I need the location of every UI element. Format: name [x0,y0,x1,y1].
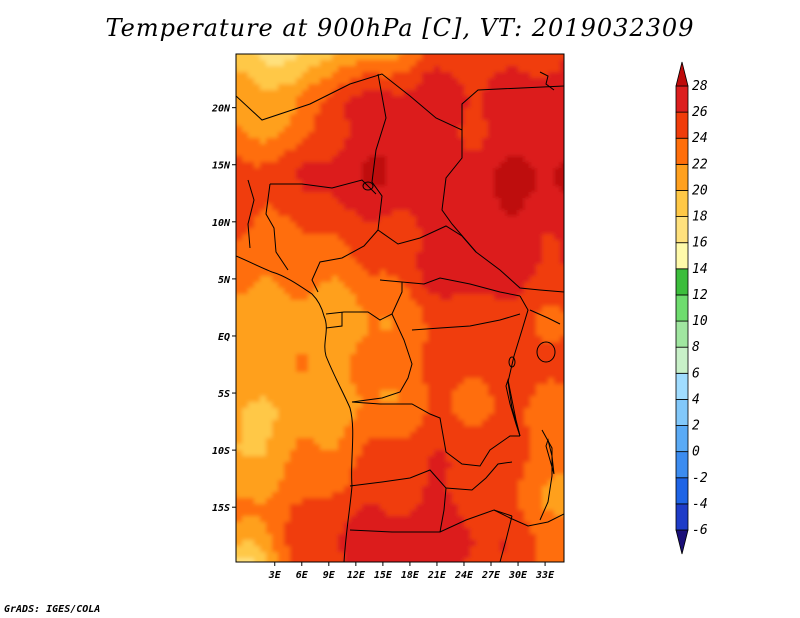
border-line [247,179,255,249]
lon-tick-label: 3E [268,570,282,581]
lake-chad [362,181,374,191]
lake-kivu [508,356,516,368]
colorbar-label: 28 [692,79,708,94]
lon-tick-label: 9E [323,570,336,581]
border-line [411,313,521,331]
colorbar-label: -4 [692,497,708,512]
map-frame [235,53,565,563]
border-line [311,229,379,293]
colorbar-label: 22 [692,157,708,172]
colorbar-segment [675,137,689,165]
lat-tick-label: EQ [218,332,230,343]
border-line [445,461,513,491]
lat-tick-label: 15N [212,161,231,172]
border-line [351,401,520,467]
colorbar-label: 16 [692,236,708,251]
colorbar-segment [675,268,689,296]
colorbar-label: 24 [692,131,708,146]
colorbar-label: 4 [692,392,700,407]
lon-tick-label: 21E [427,570,447,581]
latitude-axis: 20N 15N 10N 5N EQ 5S 10S 15S [211,104,236,514]
border-line [499,515,513,562]
lon-tick-label: 18E [401,570,420,581]
colorbar-label: 6 [692,366,700,381]
lake-victoria [536,341,556,363]
colorbar-segment [675,85,689,113]
border-line [377,225,477,253]
colorbar-label: -2 [692,471,708,486]
colorbar-segment [675,216,689,244]
lat-tick-label: 20N [211,104,231,115]
border-line [270,179,377,195]
lon-tick-label: 30E [508,570,528,581]
grads-credit: GrADS: IGES/COLA [4,604,101,615]
lon-tick-label: 33E [535,570,555,581]
colorbar-segment [675,294,689,322]
colorbar-segment [675,451,689,479]
border-line [325,282,403,321]
colorbar-label: 18 [692,210,708,225]
colorbar-label: 14 [692,262,708,277]
lon-tick-label: 24E [454,570,474,581]
border-line [349,469,447,533]
lat-tick-label: 10S [212,446,230,457]
colorbar-label: 20 [692,183,708,198]
page-title: Temperature at 900hPa [C], VT: 201903230… [105,14,695,42]
colorbar-segment [675,372,689,400]
colorbar-segment [675,503,689,531]
lon-tick-label: 6E [296,570,309,581]
lat-tick-label: 10N [212,218,231,229]
border-line [371,73,387,231]
lon-tick-label: 27E [481,570,501,581]
lake-tanganyika [505,378,521,437]
lon-tick-label: 12E [347,570,366,581]
colorbar-arrow-high [675,61,689,87]
colorbar-arrow-low [675,529,689,555]
border-line [529,309,561,325]
border-line [236,73,564,131]
colorbar-label: 26 [692,105,708,120]
colorbar-segment [675,346,689,374]
border-line [351,313,413,403]
colorbar-segment [675,242,689,270]
nile-line [539,71,555,91]
longitude-axis: 3E 6E 9E 12E 15E 18E 21E 24E 27E 30E 33E [268,562,555,581]
colorbar-label: 2 [692,419,700,434]
country-borders [236,71,564,562]
border-line [507,295,529,437]
colorbar-label: 8 [692,340,700,355]
lat-tick-label: 5N [218,275,231,286]
border-line [265,183,289,271]
colorbar-label: 10 [692,314,708,329]
lat-tick-label: 15S [212,503,230,514]
lat-tick-label: 5S [218,389,230,400]
colorbar-label: 0 [692,445,700,460]
colorbar-segment [675,425,689,453]
colorbar-segment [675,111,689,139]
colorbar-segment [675,477,689,505]
colorbar-label: -6 [692,523,708,538]
border-line [493,509,564,527]
colorbar-segment [675,399,689,426]
colorbar-segment [675,190,689,217]
colorbar-segment [675,163,689,191]
border-line [325,312,343,329]
lon-tick-label: 15E [374,570,393,581]
colorbar-segment [675,320,689,348]
lake-malawi [545,438,555,475]
colorbar-label: 12 [692,288,708,303]
temperature-field [236,54,564,562]
